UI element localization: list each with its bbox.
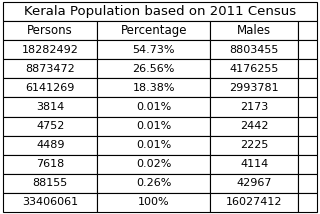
Bar [97, 117, 210, 136]
Bar [298, 21, 317, 40]
Text: 4752: 4752 [36, 121, 64, 131]
Bar [3, 2, 317, 21]
Text: 4114: 4114 [240, 159, 268, 169]
Text: 4489: 4489 [36, 140, 65, 150]
Bar [97, 136, 210, 155]
Bar [210, 155, 298, 174]
Bar [3, 117, 97, 136]
Bar [210, 193, 298, 212]
Bar [97, 21, 210, 40]
Text: 0.01%: 0.01% [136, 102, 171, 112]
Text: 8873472: 8873472 [25, 64, 75, 74]
Bar [210, 174, 298, 193]
Text: 2173: 2173 [240, 102, 268, 112]
Bar [97, 59, 210, 78]
Bar [3, 193, 97, 212]
Text: 0.26%: 0.26% [136, 178, 172, 188]
Text: 2993781: 2993781 [229, 83, 279, 93]
Bar [298, 117, 317, 136]
Text: Males: Males [237, 24, 271, 37]
Bar [3, 155, 97, 174]
Bar [298, 40, 317, 59]
Text: 7618: 7618 [36, 159, 64, 169]
Text: 8803455: 8803455 [229, 45, 279, 55]
Bar [298, 59, 317, 78]
Text: 33406061: 33406061 [22, 197, 78, 207]
Bar [3, 21, 97, 40]
Text: 6141269: 6141269 [26, 83, 75, 93]
Bar [3, 59, 97, 78]
Bar [298, 97, 317, 117]
Bar [298, 155, 317, 174]
Bar [97, 155, 210, 174]
Bar [210, 117, 298, 136]
Bar [3, 40, 97, 59]
Text: 54.73%: 54.73% [132, 45, 175, 55]
Text: 0.02%: 0.02% [136, 159, 172, 169]
Bar [97, 78, 210, 97]
Bar [298, 136, 317, 155]
Text: Persons: Persons [28, 24, 73, 37]
Text: 4176255: 4176255 [229, 64, 279, 74]
Bar [97, 174, 210, 193]
Text: Kerala Population based on 2011 Census: Kerala Population based on 2011 Census [24, 5, 296, 18]
Bar [298, 78, 317, 97]
Bar [298, 193, 317, 212]
Bar [210, 136, 298, 155]
Bar [210, 40, 298, 59]
Text: 42967: 42967 [236, 178, 272, 188]
Text: 18.38%: 18.38% [132, 83, 175, 93]
Text: Percentage: Percentage [120, 24, 187, 37]
Text: 16027412: 16027412 [226, 197, 282, 207]
Text: 0.01%: 0.01% [136, 121, 171, 131]
Bar [210, 78, 298, 97]
Text: 88155: 88155 [33, 178, 68, 188]
Bar [210, 97, 298, 117]
Text: 18282492: 18282492 [22, 45, 79, 55]
Bar [97, 193, 210, 212]
Text: 26.56%: 26.56% [132, 64, 175, 74]
Text: 2225: 2225 [240, 140, 268, 150]
Text: 0.01%: 0.01% [136, 140, 171, 150]
Text: 2442: 2442 [240, 121, 268, 131]
Bar [97, 40, 210, 59]
Bar [3, 136, 97, 155]
Bar [97, 97, 210, 117]
Bar [3, 97, 97, 117]
Bar [298, 174, 317, 193]
Bar [3, 78, 97, 97]
Bar [3, 174, 97, 193]
Bar [210, 21, 298, 40]
Text: 100%: 100% [138, 197, 170, 207]
Text: 3814: 3814 [36, 102, 64, 112]
Bar [210, 59, 298, 78]
